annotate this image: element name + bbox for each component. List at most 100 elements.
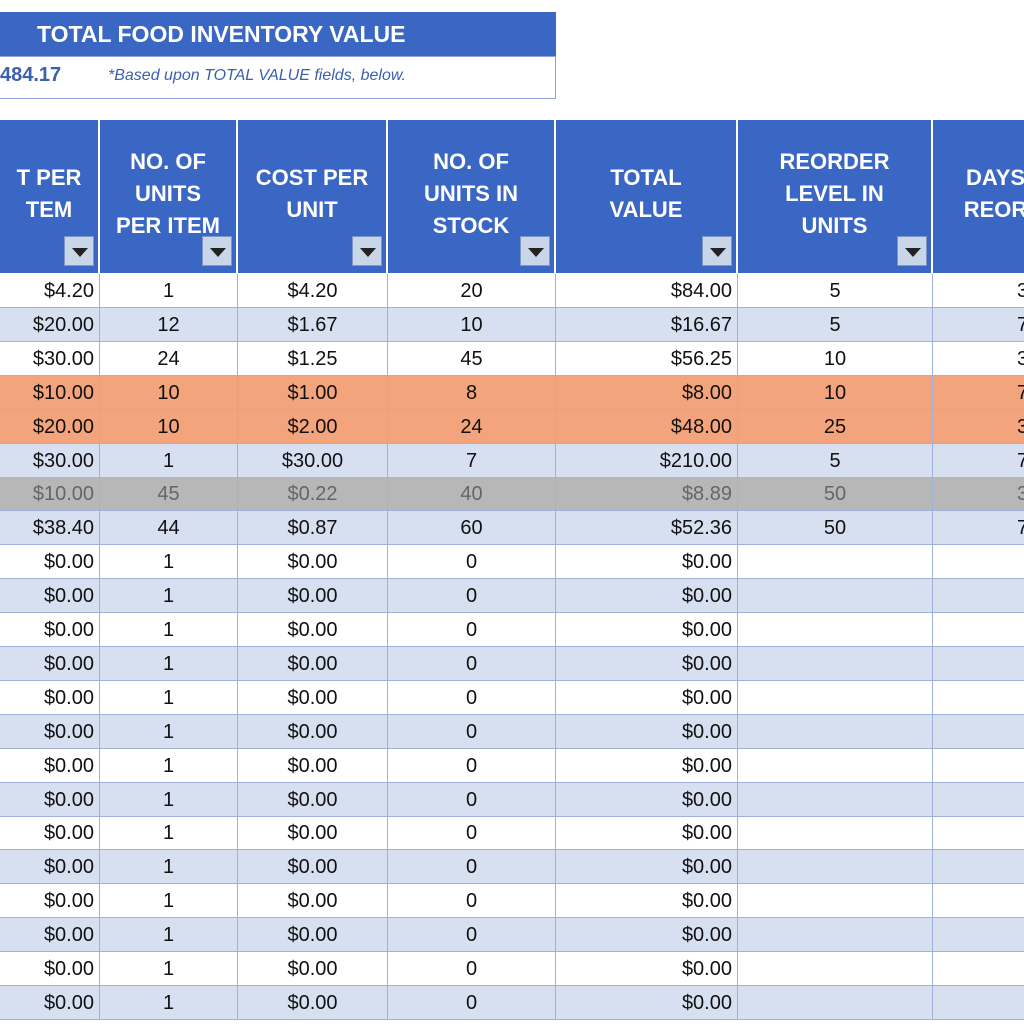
empty-cell bbox=[738, 680, 933, 715]
column-header: DAYS REOR bbox=[933, 120, 1024, 273]
filter-button[interactable] bbox=[520, 236, 550, 266]
table-cell: $30.00 bbox=[238, 443, 388, 478]
empty-cell bbox=[738, 545, 933, 580]
table-cell: 3 bbox=[933, 409, 1024, 444]
summary-note: *Based upon TOTAL VALUE fields, below. bbox=[108, 67, 406, 84]
table-cell: $0.00 bbox=[238, 952, 388, 986]
table-cell: $0.00 bbox=[556, 816, 738, 851]
table-cell: 12 bbox=[100, 307, 238, 342]
filter-button[interactable] bbox=[702, 236, 732, 266]
table-cell: $10.00 bbox=[0, 375, 100, 410]
table-cell: 44 bbox=[100, 511, 238, 546]
empty-cell bbox=[738, 782, 933, 817]
table-cell: 60 bbox=[388, 511, 556, 546]
table-cell: 10 bbox=[388, 307, 556, 342]
table-cell: $0.00 bbox=[0, 748, 100, 783]
table-cell: $0.00 bbox=[556, 646, 738, 681]
table-cell: $10.00 bbox=[0, 477, 100, 512]
empty-cell bbox=[738, 816, 933, 851]
table-cell: $0.00 bbox=[0, 952, 100, 986]
table-cell: $1.67 bbox=[238, 307, 388, 342]
table-cell: $0.00 bbox=[556, 545, 738, 580]
table-cell: $0.00 bbox=[0, 782, 100, 817]
table-cell: $0.00 bbox=[556, 985, 738, 1020]
table-cell: 5 bbox=[738, 307, 933, 342]
table-cell: $0.00 bbox=[556, 680, 738, 715]
filter-button[interactable] bbox=[64, 236, 94, 266]
table-cell: 24 bbox=[100, 341, 238, 376]
summary-title: TOTAL FOOD INVENTORY VALUE bbox=[0, 12, 556, 56]
table-cell: $0.00 bbox=[556, 918, 738, 953]
table-cell: $0.00 bbox=[0, 714, 100, 749]
table-cell: $0.00 bbox=[556, 884, 738, 919]
empty-cell bbox=[738, 884, 933, 919]
filter-button[interactable] bbox=[202, 236, 232, 266]
table-cell: 10 bbox=[738, 375, 933, 410]
table-cell: 1 bbox=[100, 443, 238, 478]
table-cell: 1 bbox=[100, 850, 238, 885]
empty-cell bbox=[933, 985, 1024, 1020]
empty-cell bbox=[738, 613, 933, 647]
table-cell: $0.00 bbox=[238, 579, 388, 614]
empty-cell bbox=[933, 850, 1024, 885]
table-cell: 1 bbox=[100, 613, 238, 647]
table-cell: 10 bbox=[100, 409, 238, 444]
empty-cell bbox=[738, 952, 933, 986]
filter-button[interactable] bbox=[352, 236, 382, 266]
table-cell: $0.00 bbox=[0, 579, 100, 614]
table-cell: $0.00 bbox=[238, 918, 388, 953]
table-cell: $0.00 bbox=[556, 714, 738, 749]
table-cell: 50 bbox=[738, 477, 933, 512]
empty-cell bbox=[933, 884, 1024, 919]
table-cell: 1 bbox=[100, 918, 238, 953]
column-header: COST PER UNIT bbox=[238, 120, 388, 273]
table-cell: 0 bbox=[388, 646, 556, 681]
table-cell: $0.00 bbox=[238, 545, 388, 580]
table-cell: $0.00 bbox=[556, 952, 738, 986]
table-cell: $20.00 bbox=[0, 307, 100, 342]
table-cell: 7 bbox=[933, 511, 1024, 546]
table-cell: 1 bbox=[100, 545, 238, 580]
table-cell: 1 bbox=[100, 816, 238, 851]
table-cell: $48.00 bbox=[556, 409, 738, 444]
table-cell: 3 bbox=[933, 477, 1024, 512]
table-cell: $0.00 bbox=[238, 782, 388, 817]
table-cell: 45 bbox=[100, 477, 238, 512]
table-cell: 1 bbox=[100, 579, 238, 614]
empty-cell bbox=[933, 782, 1024, 817]
table-cell: 0 bbox=[388, 884, 556, 919]
table-cell: $0.00 bbox=[238, 613, 388, 647]
empty-cell bbox=[738, 714, 933, 749]
table-cell: 1 bbox=[100, 884, 238, 919]
summary-row bbox=[0, 56, 556, 99]
table-cell: 0 bbox=[388, 952, 556, 986]
table-cell: $84.00 bbox=[556, 274, 738, 308]
table-cell: 3 bbox=[933, 342, 1024, 376]
empty-cell bbox=[738, 918, 933, 953]
table-cell: 0 bbox=[388, 680, 556, 715]
table-cell: 25 bbox=[738, 409, 933, 444]
table-cell: $0.87 bbox=[238, 511, 388, 546]
table-cell: $2.00 bbox=[238, 409, 388, 444]
filter-button[interactable] bbox=[897, 236, 927, 266]
empty-cell bbox=[933, 681, 1024, 715]
table-cell: 5 bbox=[738, 274, 933, 308]
table-cell: $0.00 bbox=[0, 545, 100, 580]
table-cell: $52.36 bbox=[556, 511, 738, 546]
table-cell: $0.00 bbox=[556, 748, 738, 783]
table-cell: 0 bbox=[388, 850, 556, 885]
table-cell: 0 bbox=[388, 918, 556, 953]
table-cell: $0.00 bbox=[0, 646, 100, 681]
table-cell: 0 bbox=[388, 782, 556, 817]
table-cell: $0.00 bbox=[238, 985, 388, 1020]
empty-cell bbox=[738, 850, 933, 885]
table-cell: $0.00 bbox=[556, 782, 738, 817]
table-cell: 1 bbox=[100, 782, 238, 817]
table-cell: 1 bbox=[100, 274, 238, 308]
table-cell: $16.67 bbox=[556, 307, 738, 342]
table-cell: 8 bbox=[388, 375, 556, 410]
table-cell: $0.00 bbox=[238, 884, 388, 919]
empty-cell bbox=[738, 579, 933, 614]
table-cell: $4.20 bbox=[0, 274, 100, 308]
table-cell: $0.00 bbox=[556, 613, 738, 647]
